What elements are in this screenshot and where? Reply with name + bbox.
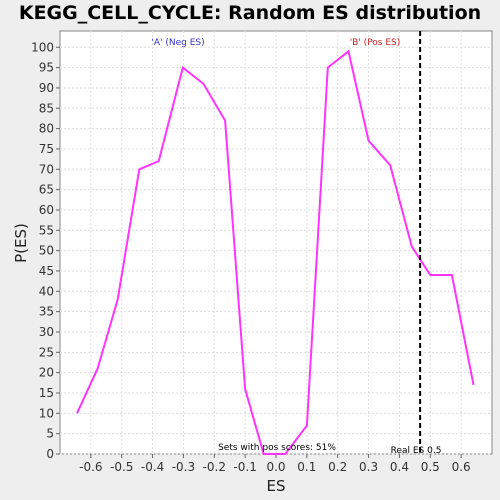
x-tick-label: -0.1 (233, 460, 256, 474)
y-axis-ticks: 0 5 10 15 20 25 30 35 40 45 50 55 60 65 70 75 80 85 90 95 10… (31, 40, 60, 461)
y-tick-label: 25 (39, 345, 54, 359)
y-tick-label: 10 (39, 406, 54, 420)
y-tick-label: 85 (39, 101, 54, 115)
y-tick-label: 20 (39, 366, 54, 380)
x-tick-label: 0.4 (390, 460, 409, 474)
x-tick-label: -0.4 (141, 460, 164, 474)
annotation-neg-es: 'A' (Neg ES) (151, 38, 204, 48)
x-axis-ticks: -0.6 -0.5 -0.4 -0.3 -0.2 -0.1 0.0 0.1 0.2 0.3 0.4 0… (79, 454, 471, 474)
y-axis-label: P(ES) (12, 223, 30, 263)
y-tick-label: 30 (39, 325, 54, 339)
y-tick-label: 0 (46, 447, 54, 461)
x-tick-label: -0.3 (172, 460, 195, 474)
y-tick-label: 50 (39, 244, 54, 258)
y-tick-label: 100 (31, 40, 54, 54)
x-tick-label: -0.2 (203, 460, 226, 474)
real-es-label: Real ES 0.5 (391, 446, 442, 456)
x-tick-label: 0.1 (297, 460, 316, 474)
y-tick-label: 35 (39, 305, 54, 319)
x-tick-label: -0.5 (110, 460, 133, 474)
y-tick-label: 45 (39, 264, 54, 278)
x-tick-label: -0.6 (79, 460, 102, 474)
y-tick-label: 60 (39, 203, 54, 217)
y-tick-label: 90 (39, 81, 54, 95)
y-tick-label: 55 (39, 223, 54, 237)
x-tick-label: 0.6 (452, 460, 471, 474)
annotation-pos-es: 'B' (Pos ES) (350, 38, 401, 48)
x-tick-label: 0.0 (266, 460, 285, 474)
y-tick-label: 5 (46, 427, 54, 441)
y-tick-label: 65 (39, 183, 54, 197)
plot-area (59, 30, 493, 455)
series-line (76, 49, 475, 455)
x-axis-label: ES (267, 477, 286, 495)
y-tick-label: 15 (39, 386, 54, 400)
y-tick-label: 95 (39, 61, 54, 75)
x-tick-label: 0.2 (328, 460, 347, 474)
x-tick-label: 0.3 (359, 460, 378, 474)
chart-title: KEGG_CELL_CYCLE: Random ES distribution (18, 2, 482, 24)
x-tick-label: 0.5 (421, 460, 440, 474)
y-tick-label: 75 (39, 142, 54, 156)
y-tick-label: 70 (39, 162, 54, 176)
y-tick-label: 80 (39, 122, 54, 136)
annotation-pos-scores: Sets with pos scores: 51% (218, 443, 336, 453)
y-tick-label: 40 (39, 284, 54, 298)
